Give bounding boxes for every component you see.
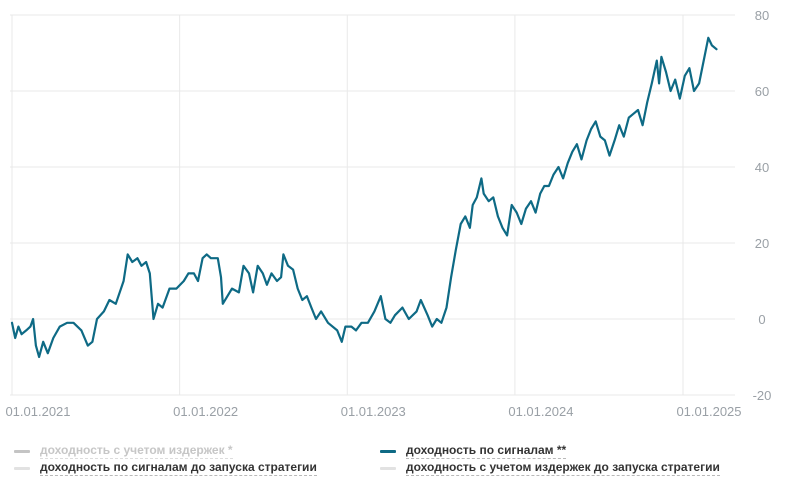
x-tick-label: 01.01.2023 (341, 404, 406, 419)
y-tick-label: 20 (755, 236, 769, 251)
x-tick-label: 01.01.2024 (508, 404, 573, 419)
legend-label: доходность по сигналам ** (406, 443, 567, 459)
legend-label: доходность с учетом издержек * (40, 443, 233, 459)
legend-item-signals-before-launch[interactable]: доходность по сигналам до запуска страте… (14, 460, 317, 476)
series-layer (10, 36, 718, 359)
legend-swatch (380, 466, 396, 470)
grid (10, 14, 735, 396)
legend-swatch (14, 466, 30, 470)
y-axis: 80 60 40 20 0 -20 (753, 8, 772, 403)
x-tick-label: 01.01.2025 (676, 404, 741, 419)
legend-label: доходность по сигналам до запуска страте… (40, 460, 317, 476)
legend-swatch (14, 449, 30, 453)
y-tick-label: 40 (755, 160, 769, 175)
y-tick-label: 60 (755, 84, 769, 99)
y-tick-label: 80 (755, 8, 769, 23)
y-tick-label: -20 (753, 388, 772, 403)
legend-item-signals[interactable]: доходность по сигналам ** (380, 443, 567, 459)
legend-swatch (380, 449, 396, 453)
x-tick-label: 01.01.2022 (173, 404, 238, 419)
legend-label: доходность с учетом издержек до запуска … (406, 460, 720, 476)
legend-item-costs[interactable]: доходность с учетом издержек * (14, 443, 233, 459)
x-tick-label: 01.01.2021 (5, 404, 70, 419)
series-line (10, 36, 718, 359)
legend-item-costs-before-launch[interactable]: доходность с учетом издержек до запуска … (380, 460, 720, 476)
y-tick-label: 0 (758, 312, 765, 327)
x-axis: 01.01.2021 01.01.2022 01.01.2023 01.01.2024… (5, 404, 741, 419)
